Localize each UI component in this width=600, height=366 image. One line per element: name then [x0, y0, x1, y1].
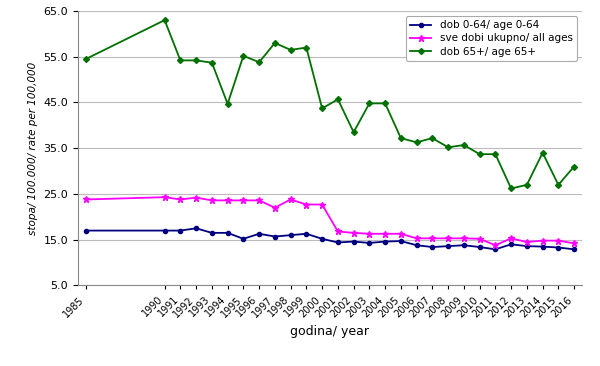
dob 65+/ age 65+	[177, 58, 184, 63]
dob 65+/ age 65+	[445, 145, 452, 149]
dob 65+/ age 65+	[240, 53, 247, 58]
sve dobi ukupno/ all ages	[397, 232, 404, 236]
sve dobi ukupno/ all ages	[350, 231, 357, 235]
dob 0-64/ age 0-64	[397, 239, 404, 243]
dob 0-64/ age 0-64	[492, 247, 499, 251]
Legend: dob 0-64/ age 0-64, sve dobi ukupno/ all ages, dob 65+/ age 65+: dob 0-64/ age 0-64, sve dobi ukupno/ all…	[406, 16, 577, 61]
sve dobi ukupno/ all ages	[287, 197, 294, 202]
sve dobi ukupno/ all ages	[208, 198, 215, 203]
sve dobi ukupno/ all ages	[445, 236, 452, 240]
dob 65+/ age 65+	[460, 143, 467, 147]
dob 0-64/ age 0-64	[161, 228, 168, 233]
dob 65+/ age 65+	[319, 106, 326, 111]
dob 0-64/ age 0-64	[366, 241, 373, 245]
dob 0-64/ age 0-64	[319, 236, 326, 241]
dob 0-64/ age 0-64	[539, 244, 546, 249]
dob 65+/ age 65+	[256, 60, 263, 64]
dob 0-64/ age 0-64	[303, 232, 310, 236]
sve dobi ukupno/ all ages	[571, 241, 578, 246]
dob 65+/ age 65+	[508, 186, 515, 191]
sve dobi ukupno/ all ages	[508, 236, 515, 240]
sve dobi ukupno/ all ages	[271, 205, 278, 210]
X-axis label: godina/ year: godina/ year	[290, 325, 370, 338]
sve dobi ukupno/ all ages	[539, 239, 546, 243]
dob 0-64/ age 0-64	[256, 232, 263, 236]
dob 65+/ age 65+	[287, 48, 294, 52]
dob 65+/ age 65+	[271, 41, 278, 45]
sve dobi ukupno/ all ages	[82, 197, 89, 202]
dob 65+/ age 65+	[571, 164, 578, 169]
sve dobi ukupno/ all ages	[523, 240, 530, 244]
dob 65+/ age 65+	[161, 18, 168, 22]
sve dobi ukupno/ all ages	[319, 202, 326, 207]
dob 65+/ age 65+	[82, 57, 89, 61]
sve dobi ukupno/ all ages	[334, 229, 341, 234]
dob 0-64/ age 0-64	[334, 240, 341, 244]
dob 0-64/ age 0-64	[82, 228, 89, 233]
sve dobi ukupno/ all ages	[177, 197, 184, 202]
dob 65+/ age 65+	[429, 136, 436, 140]
dob 0-64/ age 0-64	[271, 234, 278, 239]
sve dobi ukupno/ all ages	[240, 198, 247, 203]
dob 65+/ age 65+	[492, 152, 499, 156]
dob 65+/ age 65+	[397, 136, 404, 140]
sve dobi ukupno/ all ages	[161, 195, 168, 199]
dob 0-64/ age 0-64	[224, 231, 231, 235]
sve dobi ukupno/ all ages	[303, 202, 310, 207]
dob 0-64/ age 0-64	[382, 239, 389, 244]
dob 65+/ age 65+	[366, 101, 373, 105]
Y-axis label: stopa/ 100.000/ rate per 100,000: stopa/ 100.000/ rate per 100,000	[28, 61, 38, 235]
dob 0-64/ age 0-64	[476, 245, 483, 249]
dob 65+/ age 65+	[523, 183, 530, 187]
sve dobi ukupno/ all ages	[413, 236, 420, 240]
dob 0-64/ age 0-64	[193, 226, 200, 231]
sve dobi ukupno/ all ages	[476, 236, 483, 241]
sve dobi ukupno/ all ages	[460, 236, 467, 240]
dob 0-64/ age 0-64	[208, 231, 215, 235]
dob 65+/ age 65+	[224, 102, 231, 106]
sve dobi ukupno/ all ages	[193, 195, 200, 200]
sve dobi ukupno/ all ages	[224, 198, 231, 203]
dob 65+/ age 65+	[350, 130, 357, 134]
Line: dob 0-64/ age 0-64: dob 0-64/ age 0-64	[84, 226, 576, 251]
dob 65+/ age 65+	[413, 140, 420, 145]
Line: sve dobi ukupno/ all ages: sve dobi ukupno/ all ages	[83, 194, 577, 249]
sve dobi ukupno/ all ages	[382, 232, 389, 236]
sve dobi ukupno/ all ages	[366, 232, 373, 236]
sve dobi ukupno/ all ages	[492, 243, 499, 247]
sve dobi ukupno/ all ages	[429, 236, 436, 240]
dob 0-64/ age 0-64	[287, 233, 294, 238]
dob 65+/ age 65+	[382, 101, 389, 105]
dob 0-64/ age 0-64	[508, 242, 515, 247]
Line: dob 65+/ age 65+: dob 65+/ age 65+	[84, 18, 576, 191]
dob 0-64/ age 0-64	[445, 244, 452, 248]
dob 0-64/ age 0-64	[240, 236, 247, 241]
dob 65+/ age 65+	[193, 58, 200, 63]
dob 0-64/ age 0-64	[460, 243, 467, 247]
sve dobi ukupno/ all ages	[555, 239, 562, 243]
dob 65+/ age 65+	[555, 183, 562, 187]
dob 65+/ age 65+	[539, 151, 546, 155]
dob 0-64/ age 0-64	[350, 239, 357, 244]
dob 0-64/ age 0-64	[555, 245, 562, 250]
dob 0-64/ age 0-64	[413, 243, 420, 247]
dob 0-64/ age 0-64	[571, 247, 578, 251]
dob 65+/ age 65+	[476, 152, 483, 156]
sve dobi ukupno/ all ages	[256, 198, 263, 203]
dob 65+/ age 65+	[208, 60, 215, 65]
dob 65+/ age 65+	[334, 97, 341, 101]
dob 65+/ age 65+	[303, 45, 310, 50]
dob 0-64/ age 0-64	[429, 245, 436, 249]
dob 0-64/ age 0-64	[523, 244, 530, 248]
dob 0-64/ age 0-64	[177, 228, 184, 233]
